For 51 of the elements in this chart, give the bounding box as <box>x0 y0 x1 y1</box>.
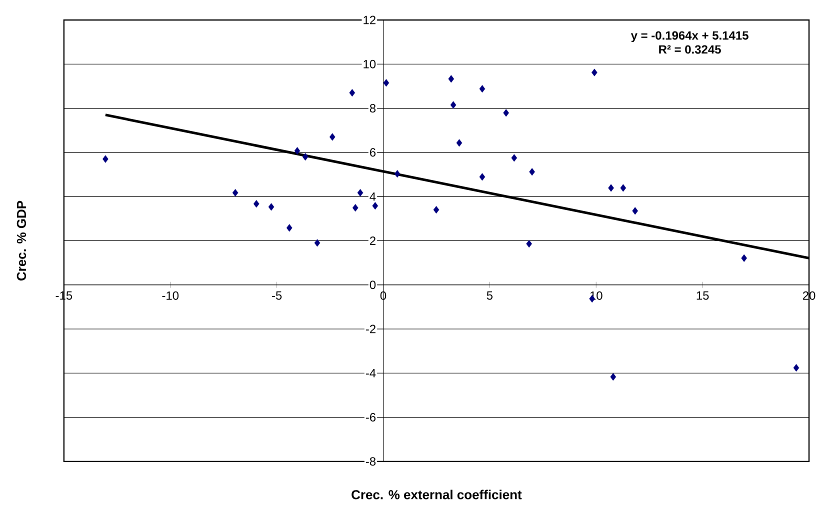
point <box>357 188 364 196</box>
point <box>592 68 598 76</box>
point <box>456 138 462 147</box>
point <box>479 172 486 181</box>
point <box>314 238 320 247</box>
point <box>529 168 535 176</box>
point <box>511 154 518 162</box>
point <box>372 202 378 210</box>
point <box>741 254 747 262</box>
y-tick-label: 0 <box>370 280 376 289</box>
point <box>268 202 274 211</box>
point <box>383 78 390 86</box>
y-tick-label: 6 <box>370 148 376 156</box>
point <box>349 88 356 96</box>
point <box>448 74 454 83</box>
point <box>433 206 440 214</box>
point <box>232 188 238 196</box>
point <box>503 108 509 117</box>
point <box>620 184 626 192</box>
y-tick-label: -4 <box>366 368 376 378</box>
point <box>253 200 260 208</box>
x-tick-label: -5 <box>272 291 282 300</box>
x-tick-label: -10 <box>162 291 179 300</box>
y-tick-label: 8 <box>370 104 376 112</box>
x-axis-title: Crec. % external coefficient <box>352 490 522 500</box>
y-tick-label: -6 <box>366 412 376 422</box>
point <box>294 146 300 154</box>
point <box>352 204 358 212</box>
point <box>526 240 532 248</box>
y-tick-label: 4 <box>370 192 376 200</box>
x-tick-label: 5 <box>486 291 493 300</box>
point <box>329 132 336 141</box>
y-axis-title: Crec. % GDP <box>16 200 26 280</box>
point <box>394 170 400 178</box>
y-tick-label: 10 <box>364 60 376 68</box>
y-tick-label: -2 <box>366 324 376 333</box>
point <box>610 372 616 380</box>
annotation: R² = 0.3245 <box>659 45 721 54</box>
point <box>286 224 292 232</box>
point <box>102 155 108 163</box>
point <box>793 364 800 372</box>
annotation: y = -0.1964x + 5.1415 <box>630 31 748 42</box>
point <box>302 152 308 160</box>
point <box>479 84 486 92</box>
x-tick-label: 15 <box>696 291 709 300</box>
y-tick-label: -8 <box>366 457 376 466</box>
y-tick-label: 12 <box>364 16 376 24</box>
point <box>608 184 614 192</box>
y-tick-label: 2 <box>370 236 376 245</box>
point <box>450 100 456 109</box>
point <box>632 206 638 215</box>
